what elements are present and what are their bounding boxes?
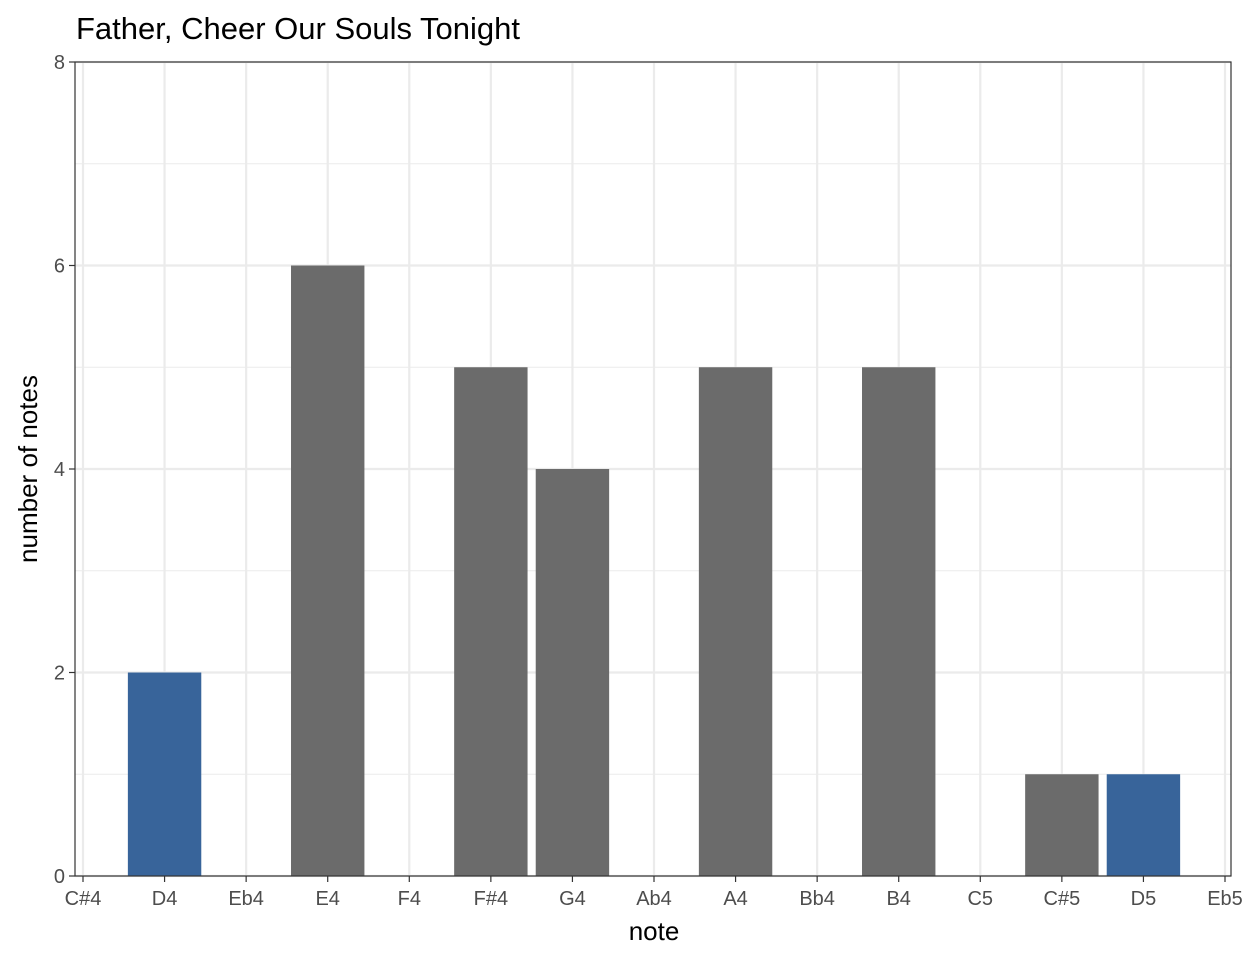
x-tick-label: C#5 [1044,888,1081,910]
bars [127,265,1181,876]
x-tick-label: Eb5 [1207,888,1243,910]
x-tick-label: C#4 [65,888,102,910]
x-axis-title: note [629,916,680,946]
bar-C#5 [1025,774,1099,876]
x-tick-label: A4 [723,888,747,910]
bar-F#4 [454,367,528,876]
y-axis: 0 2 4 6 8 [54,52,75,888]
x-axis: C#4 D4 Eb4 E4 F4 F#4 G4 Ab4 A4 Bb4 B4 C5 C#5 D5 Eb5 [65,876,1243,910]
grid-lines [75,60,1231,878]
x-tick-label: D5 [1131,888,1157,910]
x-tick-label: Eb4 [228,888,264,910]
x-tick-label: F#4 [474,888,508,910]
y-tick-label: 6 [54,256,65,278]
x-tick-label: Ab4 [636,888,672,910]
bar-E4 [291,265,365,876]
y-tick-label: 4 [54,459,65,481]
y-tick-label: 0 [54,866,65,888]
x-tick-label: F4 [398,888,421,910]
bar-D5 [1106,774,1181,876]
x-tick-label: E4 [315,888,339,910]
y-tick-label: 8 [54,52,65,74]
x-tick-label: C5 [967,888,993,910]
bar-D4 [127,672,202,876]
bar-G4 [535,469,610,876]
x-tick-label: D4 [152,888,178,910]
bar-A4 [698,367,773,876]
y-axis-title: number of notes [13,375,43,563]
x-tick-label: G4 [559,888,586,910]
bar-B4 [862,367,936,876]
x-tick-label: Bb4 [799,888,835,910]
chart-title: Father, Cheer Our Souls Tonight [76,11,520,46]
x-tick-label: B4 [886,888,910,910]
y-tick-label: 2 [54,663,65,685]
